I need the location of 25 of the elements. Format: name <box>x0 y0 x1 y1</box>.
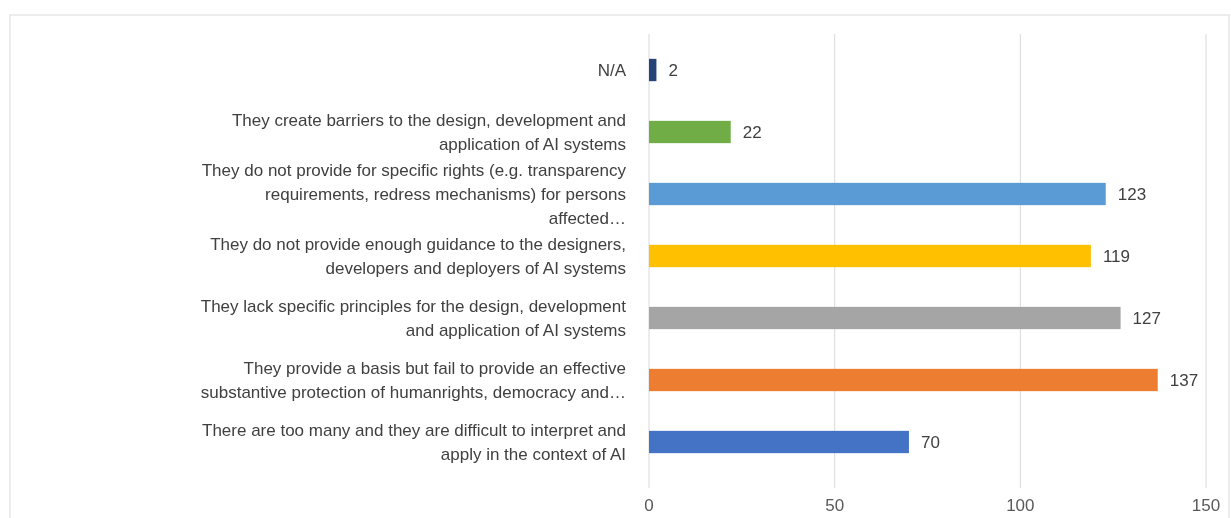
data-label: 127 <box>1132 308 1161 328</box>
bar <box>649 368 1158 392</box>
y-tick-label: They do not provide enough guidance to the designers, developers and deployers of AI systems <box>210 234 626 278</box>
data-label: 137 <box>1169 370 1199 390</box>
data-label: 123 <box>1117 184 1147 204</box>
bar <box>649 58 657 82</box>
y-tick-label: N/A <box>597 60 627 80</box>
y-tick-label: They lack specific principles for the design, development and application of AI systems <box>200 296 627 340</box>
data-label: 22 <box>742 122 762 142</box>
y-tick-label: There are too many and they are difficult to interpret and apply in the context of AI <box>202 420 626 464</box>
data-label: 70 <box>920 432 940 452</box>
x-tick-label: 100 <box>1006 496 1035 515</box>
bar <box>649 120 731 144</box>
data-label: 2 <box>668 60 678 80</box>
bar <box>649 244 1091 268</box>
y-tick-label: They provide a basis but fail to provide an effective substantive protection of humanrights, democracy and… <box>200 358 626 402</box>
x-tick-label: 0 <box>644 496 654 515</box>
y-tick-label: They create barriers to the design, development and application of AI systems <box>231 110 626 154</box>
data-label: 119 <box>1102 246 1130 266</box>
bar <box>649 306 1121 330</box>
bar <box>649 182 1106 206</box>
x-tick-label: 50 <box>825 496 845 515</box>
bar <box>649 430 909 454</box>
x-tick-label: 150 <box>1191 496 1221 515</box>
y-tick-label: They do not provide for specific rights (e.g. transparency requirements, redress mechanisms) for persons affected… <box>201 160 627 228</box>
